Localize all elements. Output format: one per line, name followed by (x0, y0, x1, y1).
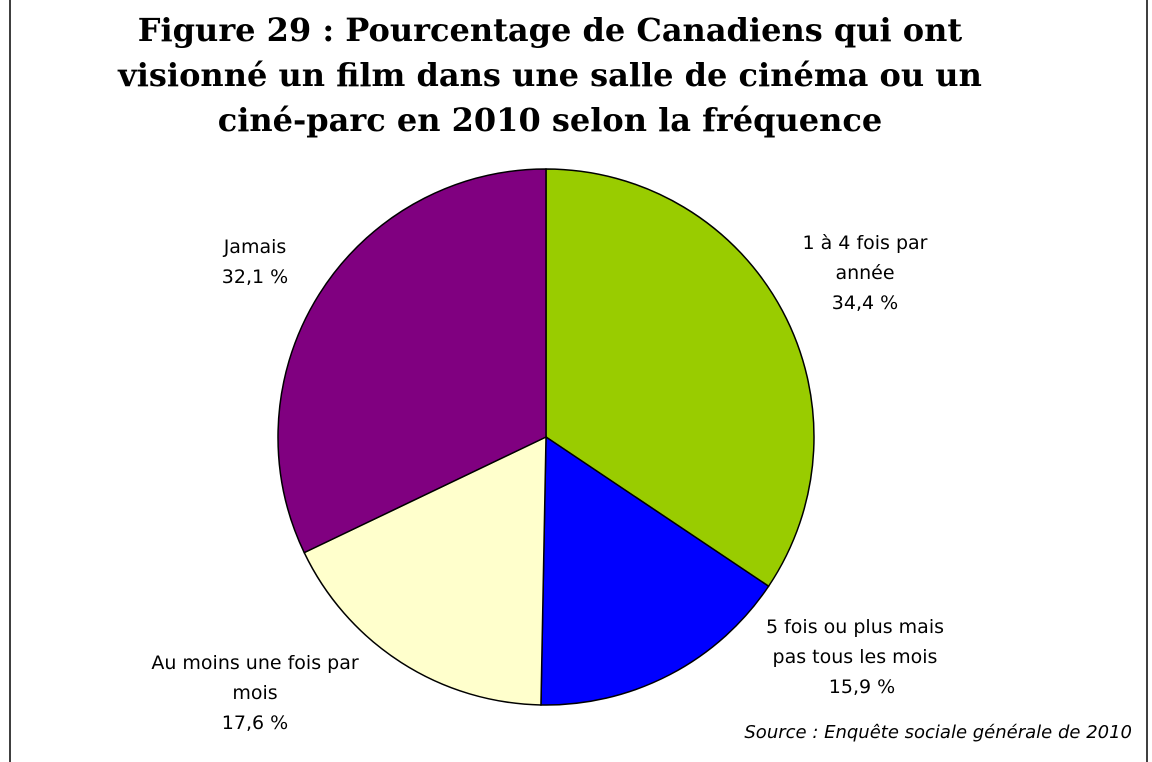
pie-slice (277, 168, 547, 554)
slice-label: Au moins une fois par mois 17,6 % (130, 648, 380, 738)
pie-slice (545, 168, 815, 588)
value-label: 32,1 % (221, 266, 289, 288)
slice-label: 5 fois ou plus mais pas tous les mois 15… (755, 612, 955, 702)
source-note: Source : Enquête sociale générale de 201… (744, 722, 1132, 743)
value-label: 17,6 % (221, 712, 289, 734)
pie-slice (540, 435, 770, 706)
category-label: 1 à 4 fois par année (802, 232, 928, 284)
category-label: Jamais (223, 236, 287, 258)
pie-slice (303, 435, 547, 706)
category-label: 5 fois ou plus mais pas tous les mois (765, 616, 944, 668)
chart-title: Figure 29 : Pourcentage de Canadiens qui… (118, 11, 982, 139)
value-label: 34,4 % (831, 292, 899, 314)
category-label: Au moins une fois par mois (151, 652, 359, 704)
value-label: 15,9 % (828, 676, 896, 698)
slice-label: Jamais 32,1 % (180, 232, 330, 292)
slice-label: 1 à 4 fois par année 34,4 % (775, 228, 955, 318)
